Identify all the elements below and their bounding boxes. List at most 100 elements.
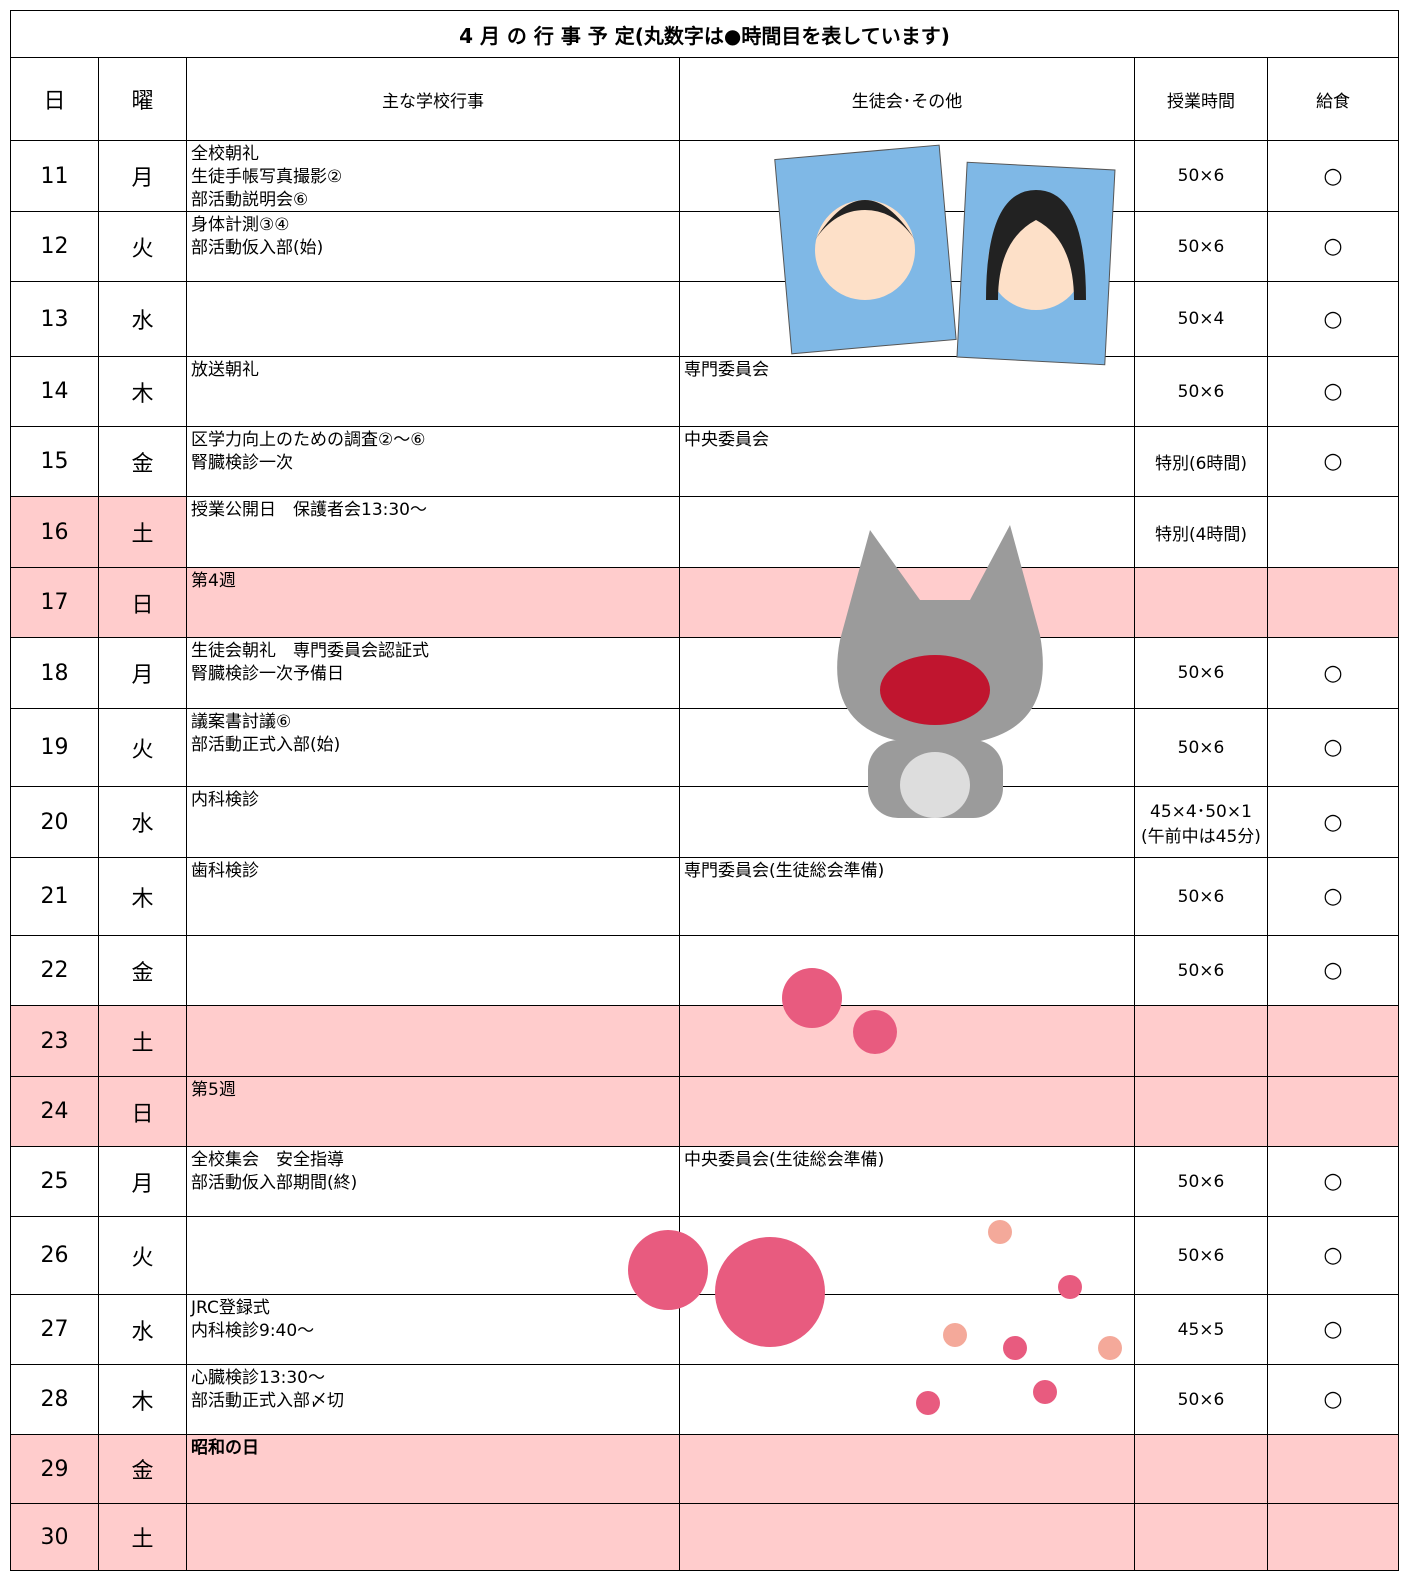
weekday: 土 xyxy=(131,522,154,547)
hours: 50×6 xyxy=(1177,960,1225,981)
day-cell: 13 xyxy=(10,281,99,357)
lunch-cell: ○ xyxy=(1267,1294,1399,1365)
hours: 50×6 xyxy=(1177,663,1225,683)
hours-cell: 45×5 xyxy=(1134,1294,1268,1365)
lunch-cell xyxy=(1267,1076,1399,1147)
weekday: 火 xyxy=(131,1245,154,1271)
weekday-cell: 水 xyxy=(98,281,187,357)
hours-cell: 50×6 xyxy=(1134,1364,1268,1435)
day: 12 xyxy=(40,234,69,259)
lunch-cell xyxy=(1267,496,1399,568)
lunch-cell: ○ xyxy=(1267,211,1399,282)
event: 内科検診9:40～ xyxy=(191,1321,315,1341)
council-cell xyxy=(679,935,1135,1006)
hours-cell: 50×6 xyxy=(1134,1216,1268,1295)
day: 14 xyxy=(40,379,69,404)
weekday-cell: 水 xyxy=(98,1294,187,1365)
weekday-cell: 月 xyxy=(98,1146,187,1217)
day: 29 xyxy=(40,1456,69,1482)
event: 部活動正式入部〆切 xyxy=(191,1391,344,1411)
column-header-text: 授業時間 xyxy=(1167,91,1235,112)
hours: 45×5 xyxy=(1177,1319,1225,1340)
hours-cell: 50×6 xyxy=(1134,211,1268,282)
lunch: ○ xyxy=(1323,379,1343,404)
weekday: 土 xyxy=(131,1527,154,1552)
day: 27 xyxy=(40,1317,69,1342)
column-header-text: 主な学校行事 xyxy=(382,91,484,112)
council-cell xyxy=(679,1076,1135,1147)
lunch-cell: ○ xyxy=(1267,281,1399,357)
events-cell xyxy=(186,281,680,357)
column-header: 授業時間 xyxy=(1134,57,1268,141)
events-cell: 身体計測③④ 部活動仮入部(始) xyxy=(186,211,680,282)
events-cell: 第4週 xyxy=(186,567,680,638)
lunch: ○ xyxy=(1323,809,1343,835)
events-cell xyxy=(186,935,680,1006)
weekday: 水 xyxy=(131,309,154,334)
weekday-cell: 木 xyxy=(98,857,187,936)
hours-cell: 50×6 xyxy=(1134,637,1268,709)
lunch-cell: ○ xyxy=(1267,426,1399,497)
hours-cell xyxy=(1134,567,1268,638)
day-cell: 20 xyxy=(10,786,99,858)
lunch: ○ xyxy=(1323,306,1343,332)
events-cell: 第5週 xyxy=(186,1076,680,1147)
events-cell: JRC登録式 内科検診9:40～ xyxy=(186,1294,680,1365)
hours-cell: 50×6 xyxy=(1134,708,1268,787)
council-cell xyxy=(679,1216,1135,1295)
weekday-cell: 月 xyxy=(98,637,187,709)
day-cell: 22 xyxy=(10,935,99,1006)
event: 議案書討議⑥ xyxy=(191,712,292,732)
day: 21 xyxy=(40,884,69,909)
event: 第4週 xyxy=(191,571,236,591)
weekday: 金 xyxy=(131,1459,154,1484)
council: 中央委員会(生徒総会準備) xyxy=(684,1150,885,1170)
event: 部活動仮入部期間(終) xyxy=(191,1173,358,1193)
weekday-cell: 火 xyxy=(98,708,187,787)
weekday-cell: 金 xyxy=(98,426,187,497)
weekday-cell: 木 xyxy=(98,356,187,427)
day-cell: 28 xyxy=(10,1364,99,1435)
council-cell xyxy=(679,786,1135,858)
column-header-text: 日 xyxy=(43,89,66,114)
day-cell: 17 xyxy=(10,567,99,638)
lunch-cell: ○ xyxy=(1267,637,1399,709)
lunch-cell xyxy=(1267,567,1399,638)
weekday: 日 xyxy=(131,1101,154,1127)
event: 腎臓検診一次予備日 xyxy=(191,664,344,684)
council-cell xyxy=(679,637,1135,709)
weekday: 水 xyxy=(131,812,154,837)
day-cell: 29 xyxy=(10,1434,99,1504)
day-cell: 11 xyxy=(10,140,99,212)
hours-cell xyxy=(1134,1005,1268,1077)
events-cell xyxy=(186,1005,680,1077)
lunch-cell: ○ xyxy=(1267,935,1399,1006)
event: 全校集会 安全指導 xyxy=(191,1150,344,1170)
council-cell xyxy=(679,140,1135,212)
column-header: 主な学校行事 xyxy=(186,57,680,141)
day: 26 xyxy=(40,1243,69,1268)
day-cell: 12 xyxy=(10,211,99,282)
weekday-cell: 火 xyxy=(98,1216,187,1295)
event: 昭和の日 xyxy=(191,1438,259,1458)
event: 授業公開日 保護者会13:30～ xyxy=(191,500,427,520)
events-cell: 昭和の日 xyxy=(186,1434,680,1504)
council: 専門委員会 xyxy=(684,360,769,380)
council-cell xyxy=(679,281,1135,357)
weekday: 火 xyxy=(131,236,154,262)
day: 11 xyxy=(40,163,69,189)
weekday-cell: 火 xyxy=(98,211,187,282)
lunch-cell: ○ xyxy=(1267,1216,1399,1295)
hours-cell xyxy=(1134,1434,1268,1504)
weekday-cell: 木 xyxy=(98,1364,187,1435)
day-cell: 19 xyxy=(10,708,99,787)
lunch: ○ xyxy=(1323,1317,1343,1342)
column-header: 生徒会･その他 xyxy=(679,57,1135,141)
lunch-cell: ○ xyxy=(1267,1146,1399,1217)
council: 専門委員会(生徒総会準備) xyxy=(684,861,885,881)
weekday: 土 xyxy=(131,1031,154,1056)
weekday-cell: 土 xyxy=(98,1503,187,1571)
event: 部活動説明会⑥ xyxy=(191,190,309,210)
event: 心臓検診13:30～ xyxy=(191,1368,325,1388)
weekday: 木 xyxy=(131,1389,154,1415)
